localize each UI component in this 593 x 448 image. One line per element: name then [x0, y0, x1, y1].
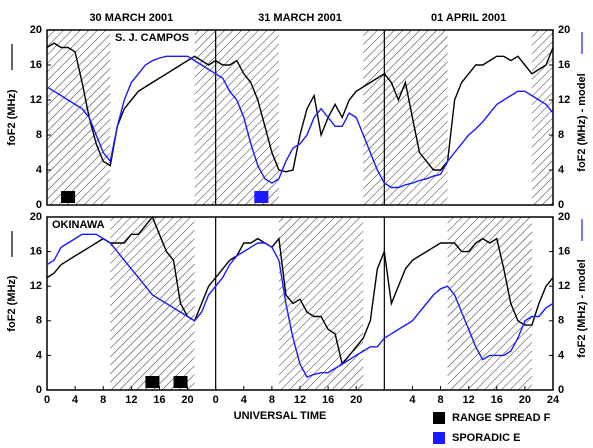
y-tick-label: 4 [36, 349, 43, 361]
y-tick-label: 20 [30, 211, 42, 223]
event-marker [61, 191, 76, 203]
x-tick-label: 8 [437, 394, 443, 406]
y-tick-label: 16 [30, 246, 42, 258]
x-tick-label: 4 [409, 394, 416, 406]
x-tick-label: 16 [153, 394, 165, 406]
y2-tick-label: 0 [558, 199, 564, 211]
series-line [46, 215, 554, 366]
y2-tick-label: 4 [558, 164, 565, 176]
legend-swatch [433, 432, 445, 444]
y2-tick-label: 4 [558, 349, 565, 361]
y-tick-label: 20 [30, 24, 42, 36]
series-line [46, 42, 554, 173]
y2-tick-label: 12 [558, 94, 570, 106]
x-tick-label: 0 [44, 394, 50, 406]
y2-tick-label: 12 [558, 280, 570, 292]
x-tick-label: 0 [213, 394, 219, 406]
event-marker [254, 191, 269, 203]
y-axis-label: foF2 (MHz) [6, 275, 18, 332]
day-label: 30 MARCH 2001 [89, 12, 173, 24]
station-label-bg [49, 217, 108, 232]
x-tick-label: 20 [519, 394, 531, 406]
y2-tick-label: 8 [558, 315, 564, 327]
y2-axis-label: foF2 (MHz) - model [576, 73, 588, 171]
x-axis-label: UNIVERSAL TIME [234, 410, 327, 422]
x-tick-label: 12 [294, 394, 306, 406]
legend-swatch [433, 412, 445, 424]
night-shading [531, 30, 553, 205]
x-tick-label: 16 [491, 394, 503, 406]
x-tick-label: 4 [241, 394, 248, 406]
event-marker [173, 376, 188, 388]
night-shading [47, 30, 111, 205]
x-tick-label: 8 [269, 394, 275, 406]
y2-tick-label: 20 [558, 24, 570, 36]
y2-tick-label: 8 [558, 129, 564, 141]
y2-tick-label: 20 [558, 211, 570, 223]
plot-frame [46, 29, 554, 206]
station-label: OKINAWA [52, 219, 105, 231]
y2-tick-label: 16 [558, 59, 570, 71]
x-tick-label: 20 [181, 394, 193, 406]
x-tick-label: 16 [322, 394, 334, 406]
y-axis-label: foF2 (MHz) [6, 89, 18, 146]
y2-tick-label: 16 [558, 246, 570, 258]
x-tick-label: 12 [463, 394, 475, 406]
legend-label: SPORADIC E [452, 432, 520, 444]
y-tick-label: 0 [36, 199, 42, 211]
night-shading [363, 30, 448, 205]
y-tick-label: 4 [36, 164, 43, 176]
day-label: 01 APRIL 2001 [431, 12, 506, 24]
x-tick-label: 4 [72, 394, 79, 406]
y-tick-label: 8 [36, 315, 42, 327]
y2-axis-label: foF2 (MHz) - model [576, 259, 588, 357]
y-tick-label: 8 [36, 129, 42, 141]
event-marker [145, 376, 160, 388]
legend-label: RANGE SPREAD F [452, 412, 551, 424]
night-shading [194, 30, 279, 205]
y-tick-label: 12 [30, 280, 42, 292]
y-tick-label: 16 [30, 59, 42, 71]
night-shading [278, 217, 364, 390]
y-tick-label: 0 [36, 384, 42, 396]
x-tick-label: 20 [350, 394, 362, 406]
y-tick-label: 12 [30, 94, 42, 106]
x-tick-label: 24 [547, 394, 560, 406]
x-tick-label: 12 [125, 394, 137, 406]
station-label: S. J. CAMPOS [115, 32, 189, 44]
series-line [46, 233, 554, 378]
station-label-bg [112, 30, 192, 45]
series-line [46, 55, 554, 189]
day-label: 31 MARCH 2001 [258, 12, 342, 24]
night-shading [447, 217, 532, 390]
y2-tick-label: 0 [558, 384, 564, 396]
x-tick-label: 8 [100, 394, 106, 406]
